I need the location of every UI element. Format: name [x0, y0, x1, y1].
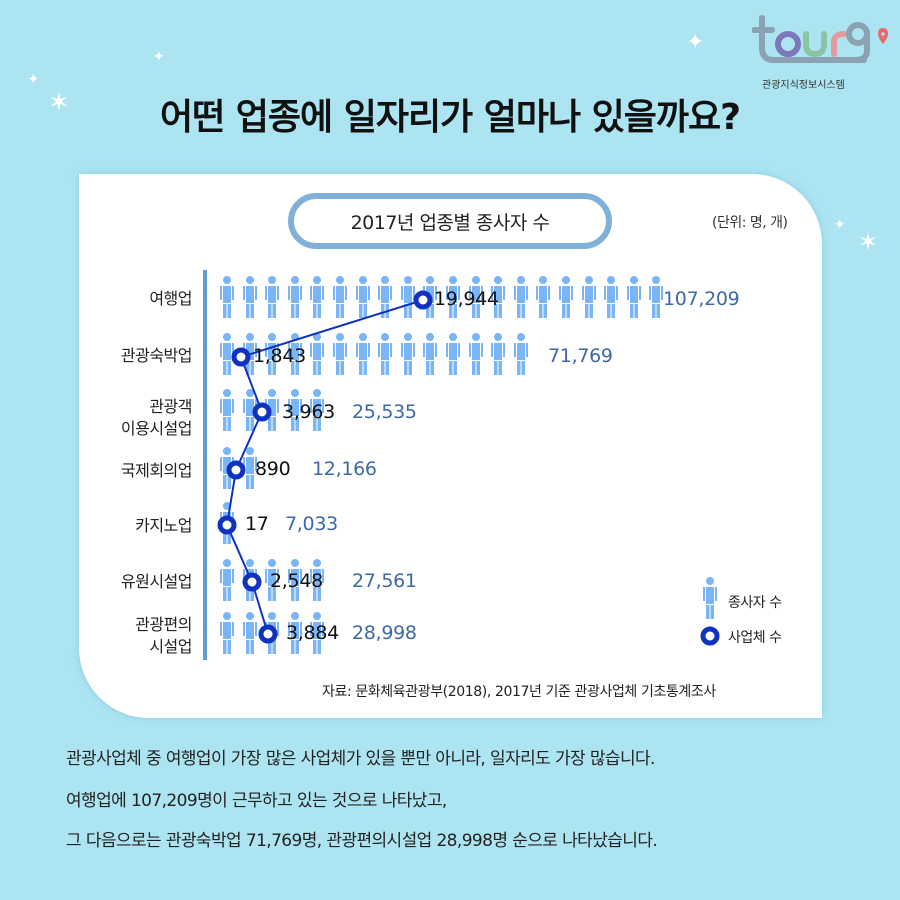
star-decoration-icon: ✦ [834, 217, 846, 233]
person-icon [378, 333, 393, 379]
person-legend-icon [703, 577, 717, 619]
business-value-convention: 890 [255, 458, 291, 480]
business-value-amusement: 2,548 [270, 570, 323, 592]
person-icon [242, 276, 257, 322]
star-decoration-icon: ✦ [27, 70, 40, 88]
description-line-2: 여행업에 107,209명이 근무하고 있는 것으로 나타났고, [66, 791, 447, 811]
person-icon [423, 333, 438, 379]
person-icon [220, 333, 234, 379]
legend-businesses-label: 사업체 수 [728, 630, 782, 646]
chart-card [79, 174, 822, 718]
category-label-convention: 국제회의업 [120, 461, 193, 480]
person-icon [446, 276, 460, 322]
logo-subtitle: 관광지식정보시스템 [762, 80, 845, 91]
person-icon [242, 559, 257, 605]
person-icon [491, 276, 506, 322]
person-icon [649, 276, 664, 322]
employee-value-amusement: 27,561 [352, 570, 417, 592]
person-icon [468, 333, 483, 379]
person-icon [491, 333, 506, 379]
person-icon [220, 447, 234, 493]
unit-label: (단위: 명, 개) [712, 215, 788, 231]
chart-title-text: 2017년 업종별 종사자 수 [350, 211, 550, 234]
person-icon [265, 612, 280, 658]
description-line-3: 그 다음으로는 관광숙박업 71,769명, 관광편의시설업 28,998명 순… [66, 831, 658, 851]
person-icon [265, 276, 280, 322]
employee-value-convention: 12,166 [312, 458, 377, 480]
person-icon [220, 502, 234, 548]
person-icon [559, 276, 573, 322]
employee-value-convenience: 28,998 [352, 622, 417, 644]
chart-axis-line [203, 270, 207, 660]
category-label-casino: 카지노업 [135, 516, 192, 535]
employee-value-tourist-facility: 25,535 [352, 401, 417, 423]
person-icon [242, 389, 257, 435]
star-decoration-icon: ✶ [48, 88, 70, 118]
person-icon [400, 276, 415, 322]
person-icon [220, 389, 234, 435]
star-decoration-icon: ✶ [858, 228, 879, 256]
category-label-amusement: 유원시설업 [120, 572, 193, 591]
chart-title: 2017년 업종별 종사자 수 [288, 193, 612, 249]
person-icon [468, 276, 483, 322]
person-icon [333, 333, 347, 379]
person-icon [513, 333, 528, 379]
person-icon [355, 333, 370, 379]
source-note: 자료: 문화체육관광부(2018), 2017년 기준 관광사업체 기초통계조사 [322, 684, 716, 700]
category-label-travel: 여행업 [149, 289, 192, 308]
person-icon [310, 276, 325, 322]
business-value-casino: 17 [245, 513, 269, 535]
person-icon [536, 276, 551, 322]
person-icon [604, 276, 619, 322]
employee-value-casino: 7,033 [285, 513, 338, 535]
person-icon [265, 389, 280, 435]
category-label-tourist-facility: 관광객 이용시설업 [120, 397, 193, 438]
category-label-lodging: 관광숙박업 [120, 346, 193, 365]
person-icon [220, 612, 234, 658]
star-decoration-icon: ✦ [153, 49, 165, 65]
business-value-travel: 19,944 [434, 288, 499, 310]
person-icon [513, 276, 528, 322]
legend-employees-label: 종사자 수 [728, 595, 782, 611]
business-value-tourist-facility: 3,963 [282, 401, 335, 423]
person-icon [378, 276, 393, 322]
star-decoration-icon: ✦ [686, 30, 705, 55]
page-title: 어떤 업종에 일자리가 얼마나 있을까요? [160, 97, 741, 138]
description-line-1: 관광사업체 중 여행업이 가장 많은 사업체가 있을 뿐만 아니라, 일자리도 … [66, 749, 655, 769]
person-icon [287, 276, 302, 322]
employee-value-lodging: 71,769 [548, 345, 613, 367]
tourgo-wordmark-icon [751, 15, 888, 63]
person-icon [581, 276, 596, 322]
business-value-lodging: 1,843 [253, 345, 306, 367]
person-icon [220, 559, 234, 605]
person-icon [400, 333, 415, 379]
marker-legend-icon [700, 626, 720, 646]
person-icon [333, 276, 347, 322]
person-icon [626, 276, 641, 322]
tourgo-logo: 관광지식정보시스템 [751, 14, 888, 94]
business-value-convenience: 3,884 [286, 622, 339, 644]
person-icon [446, 333, 460, 379]
person-icon [355, 276, 370, 322]
person-icon [242, 612, 257, 658]
employee-value-travel: 107,209 [663, 288, 740, 310]
person-icon [220, 276, 234, 322]
person-icon [310, 333, 325, 379]
category-label-convenience: 관광편의 시설업 [135, 615, 192, 656]
